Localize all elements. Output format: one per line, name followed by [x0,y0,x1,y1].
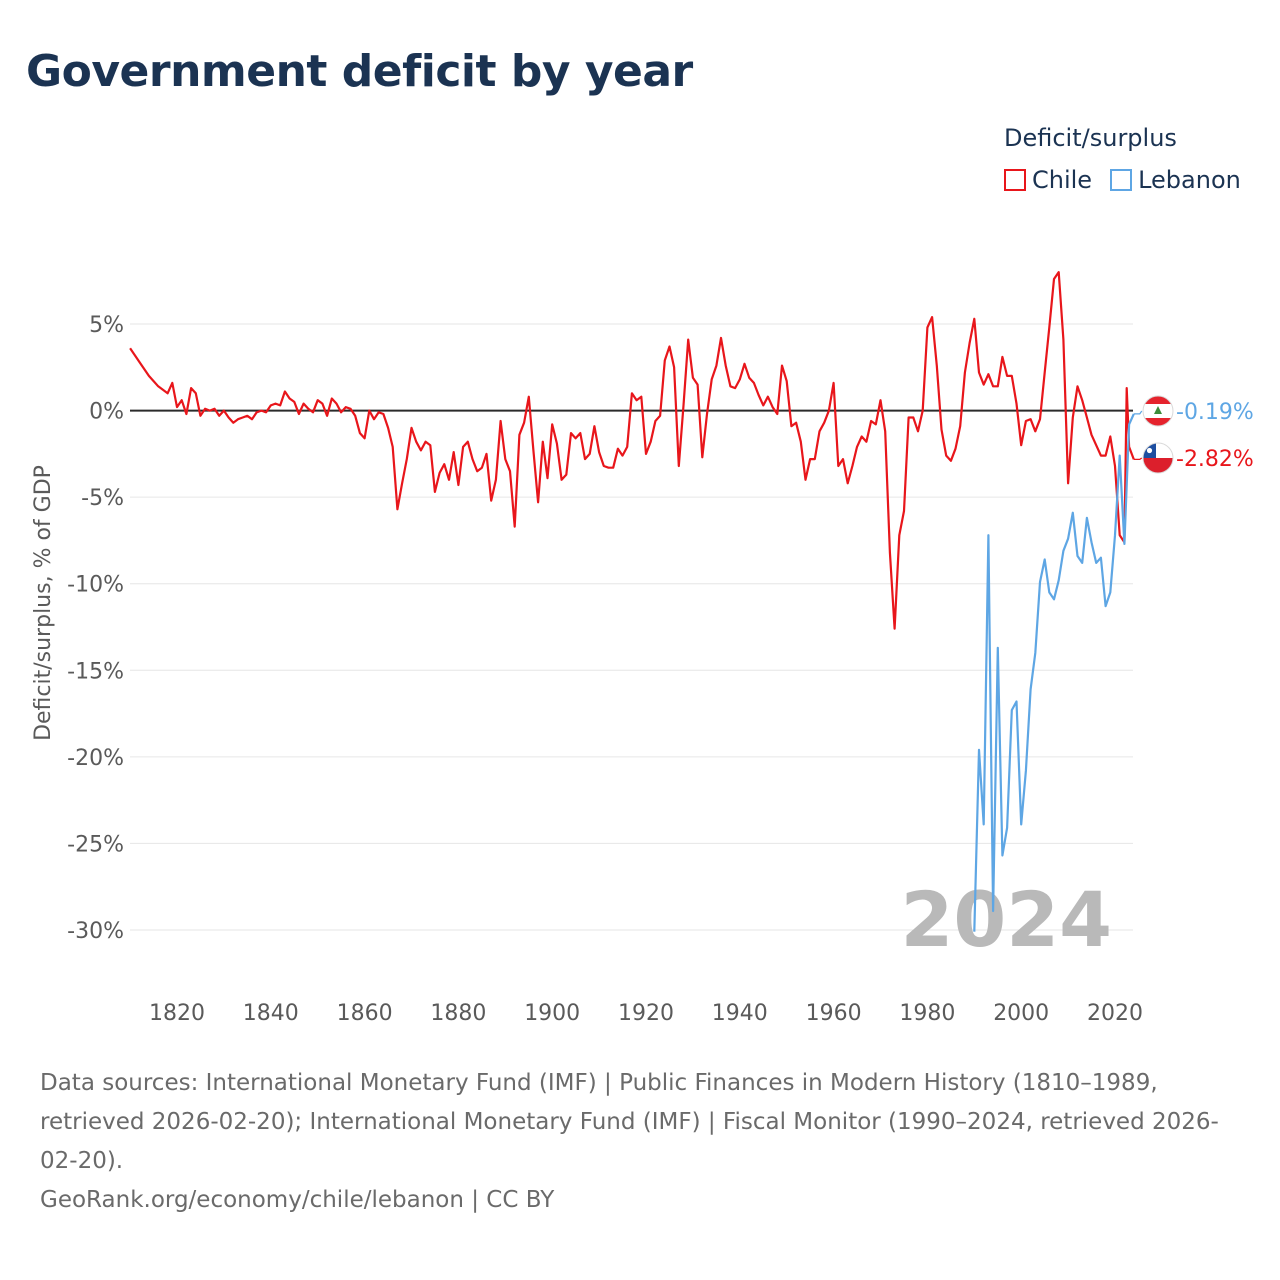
x-tick-label: 1820 [149,1001,205,1026]
legend-item-lebanon[interactable]: Lebanon [1110,166,1241,194]
y-tick-label: -15% [67,659,124,684]
end-label-lebanon: -0.19% [1176,400,1254,425]
chart-title: Government deficit by year [26,46,693,97]
y-tick-label: -30% [67,919,124,944]
legend-title: Deficit/surplus [1004,124,1177,152]
x-tick-label: 1960 [806,1001,862,1026]
flag-chile-icon [1142,442,1174,474]
end-connector-chile [1133,457,1143,460]
y-tick-label: 5% [89,313,124,338]
x-tick-label: 2000 [993,1001,1049,1026]
credit-link[interactable]: GeoRank.org/economy/chile/lebanon | CC B… [40,1187,555,1213]
x-tick-label: 1880 [430,1001,486,1026]
y-axis-label: Deficit/surplus, % of GDP [31,465,56,741]
flag-lebanon-icon [1142,395,1174,427]
footer: Data sources: International Monetary Fun… [40,1064,1240,1220]
grid [130,323,1133,931]
end-label-chile: -2.82% [1176,447,1254,472]
legend-swatch-chile [1004,169,1026,191]
x-tick-label: 1920 [618,1001,674,1026]
x-tick-label: 2020 [1087,1001,1143,1026]
x-tick-label: 1900 [524,1001,580,1026]
end-markers: -2.82% -0.19% [1133,395,1254,474]
legend-label-chile: Chile [1032,166,1093,194]
legend: Chile Lebanon [1004,166,1259,194]
x-tick-label: 1840 [243,1001,299,1026]
legend-item-chile[interactable]: Chile [1004,166,1092,194]
y-tick-label: -5% [81,486,124,511]
series [129,271,1135,932]
y-tick-label: -20% [67,746,124,771]
legend-swatch-lebanon [1110,169,1133,191]
series-line-chile[interactable] [129,271,1135,630]
year-watermark: 2024 [900,875,1112,964]
legend-label-lebanon: Lebanon [1138,166,1241,194]
y-tick-label: -10% [67,573,124,598]
x-tick-label: 1940 [712,1001,768,1026]
y-tick-label: 0% [89,400,124,425]
end-connector-lebanon [1133,410,1143,415]
x-tick-label: 1980 [899,1001,955,1026]
data-sources: Data sources: International Monetary Fun… [40,1070,1219,1174]
series-line-lebanon[interactable] [973,413,1135,932]
y-tick-label: -25% [67,832,124,857]
x-tick-label: 1860 [337,1001,393,1026]
